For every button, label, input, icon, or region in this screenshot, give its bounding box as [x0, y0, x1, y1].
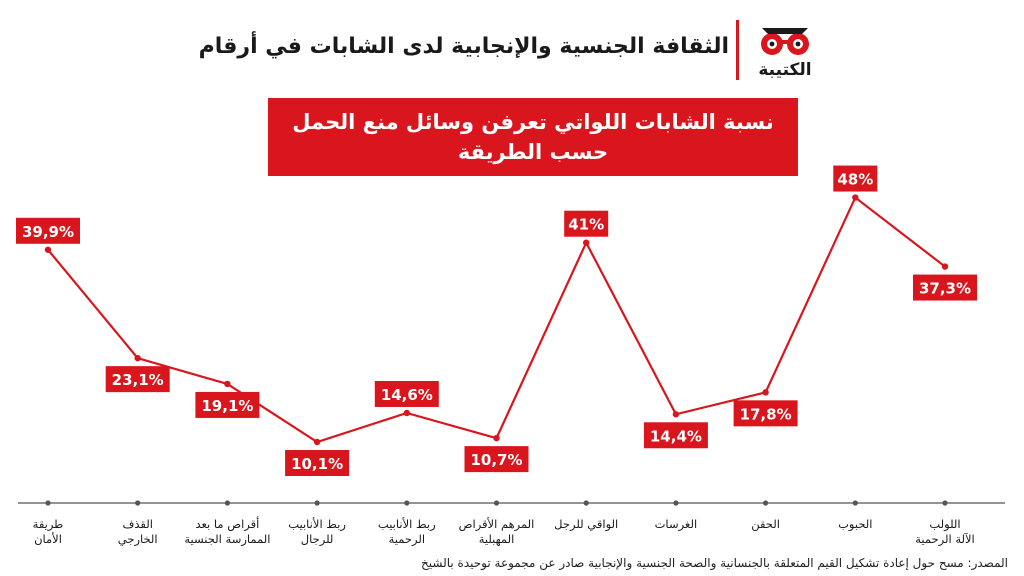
- data-label-box: [374, 380, 439, 407]
- data-label: 19,1%: [195, 391, 260, 418]
- data-label-text: 37,3%: [919, 280, 971, 298]
- data-label-box: [833, 165, 878, 192]
- x-axis-tick: [852, 500, 858, 506]
- series-group: 39,9% طريقة الأمان 23,1% القذف الخارجي 19,1% أق…: [16, 165, 977, 547]
- data-point: [403, 409, 410, 417]
- data-label-box: [195, 391, 260, 418]
- series-line: [47, 195, 946, 444]
- data-label: 14,4%: [643, 422, 708, 449]
- data-label: 39,9%: [16, 217, 80, 244]
- header-divider: [736, 20, 739, 80]
- x-axis-tick: [135, 500, 141, 506]
- x-axis-tick: [45, 500, 51, 506]
- data-label: 23,1%: [105, 366, 170, 393]
- x-axis-tick: [763, 500, 769, 506]
- x-tick-label: الحقن: [751, 517, 780, 532]
- logo-text: الكتيبة: [758, 60, 812, 80]
- data-label-text: 14,4%: [650, 427, 702, 445]
- x-tick-label: الواقي للرجل: [554, 517, 618, 532]
- x-axis-tick: [224, 500, 230, 506]
- data-label-box: [564, 210, 609, 237]
- data-label-box: [285, 450, 350, 476]
- x-tick-label: الغرسات: [655, 517, 698, 532]
- data-label-box: [913, 274, 977, 301]
- chart-title-line-2: حسب الطريقة: [457, 140, 609, 164]
- data-point: [224, 380, 231, 388]
- data-label-text: 19,1%: [201, 397, 253, 415]
- data-label-text: 14,6%: [381, 386, 433, 404]
- data-point: [134, 354, 141, 362]
- data-label: 48%: [833, 165, 878, 192]
- data-label-text: 39,9%: [22, 223, 74, 241]
- data-point: [672, 411, 680, 418]
- data-label-box: [733, 400, 798, 427]
- x-axis-tick: [314, 500, 320, 506]
- data-label-box: [464, 446, 529, 473]
- data-label: 10,7%: [464, 446, 529, 473]
- data-point: [583, 239, 590, 246]
- data-label: 41%: [564, 210, 609, 237]
- data-point: [852, 194, 859, 201]
- x-tick-label: الحبوب: [838, 517, 872, 532]
- x-tick-label: أقراص ما بعد الممارسة الجنسية: [184, 516, 270, 547]
- source-note: المصدر: مسح حول إعادة تشكيل القيم المتعل…: [421, 556, 1008, 570]
- glasses-logo-icon: [761, 28, 809, 55]
- data-label: 14,6%: [374, 380, 439, 407]
- data-label: 17,8%: [733, 400, 798, 427]
- x-tick-label: المرهم الأقراص المهبلية: [459, 517, 535, 546]
- data-label-text: 10,1%: [291, 455, 343, 473]
- x-axis-tick: [404, 500, 410, 506]
- data-point: [493, 434, 500, 442]
- header: الثقافة الجنسية والإنجابية لدى الشابات ف…: [199, 20, 759, 80]
- data-point: [313, 438, 321, 446]
- logo: الكتيبة: [750, 20, 820, 82]
- x-axis-tick: [673, 500, 679, 506]
- data-label-text: 48%: [837, 171, 873, 189]
- x-tick-label: ربط الأنابيب الرحمية: [378, 517, 436, 547]
- x-axis-tick: [583, 500, 589, 506]
- x-tick-label: اللولب الآلة الرحمية: [915, 517, 975, 547]
- x-tick-label: القذف الخارجي: [118, 517, 158, 547]
- data-label-text: 10,7%: [470, 451, 522, 469]
- data-label-text: 23,1%: [112, 371, 164, 389]
- data-label-box: [105, 366, 170, 393]
- data-point: [762, 389, 769, 396]
- data-point: [941, 263, 949, 270]
- data-point: [44, 246, 52, 253]
- data-label: 37,3%: [913, 274, 977, 301]
- data-label-box: [16, 217, 80, 244]
- x-tick-label: ربط الأنابيب للرجال: [288, 517, 346, 547]
- x-tick-label: طريقة الأمان: [33, 517, 64, 546]
- data-label-text: 41%: [568, 216, 604, 234]
- chart-title-line-1: نسبة الشابات اللواتي تعرفن وسائل منع الح…: [292, 110, 774, 134]
- x-axis-tick: [942, 500, 948, 506]
- page-title: الثقافة الجنسية والإنجابية لدى الشابات ف…: [198, 34, 729, 59]
- chart-title-banner: نسبة الشابات اللواتي تعرفن وسائل منع الح…: [268, 98, 798, 176]
- data-label-box: [643, 422, 708, 449]
- x-axis-tick: [493, 500, 500, 506]
- data-label: 10,1%: [285, 450, 350, 476]
- data-label-text: 17,8%: [740, 405, 792, 423]
